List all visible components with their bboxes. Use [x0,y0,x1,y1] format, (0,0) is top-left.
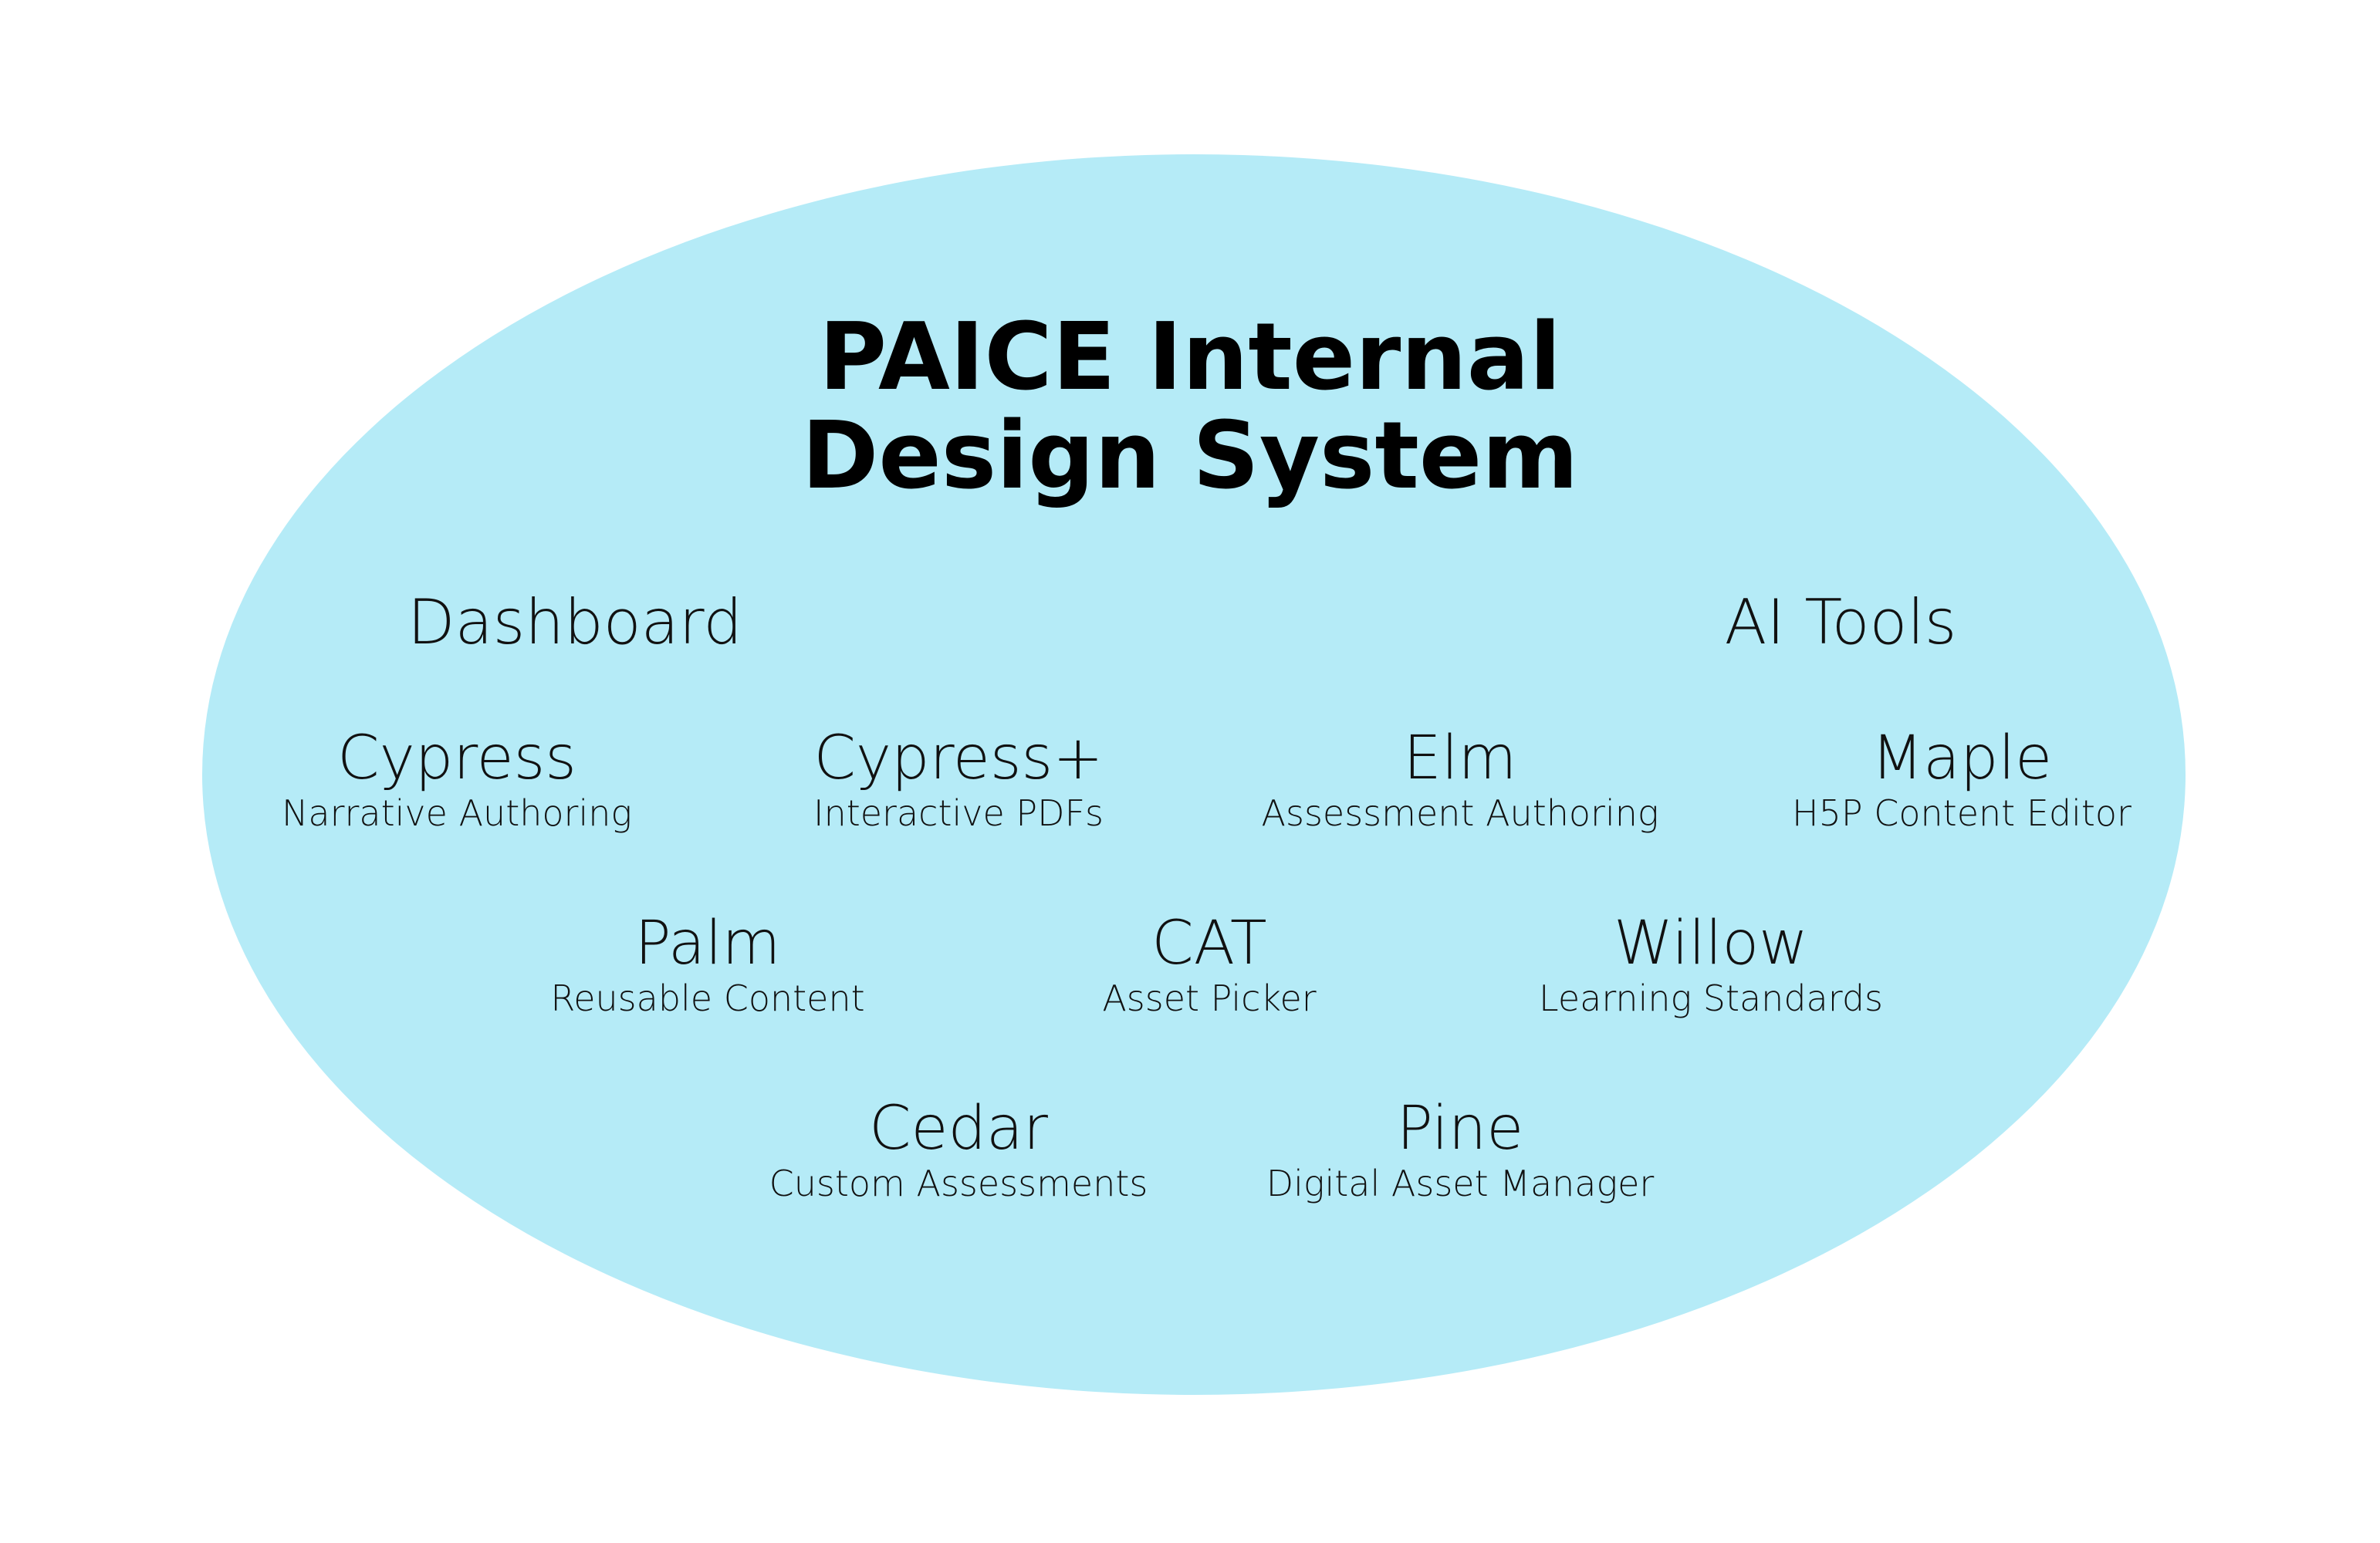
item-name: Elm [1403,724,1517,793]
item-desc: Assessment Authoring [1261,792,1659,834]
item-cat: CAT Asset Picker [939,910,1479,1020]
item-desc: Narrative Authoring [282,792,632,834]
diagram-title: PAICE Internal Design System [418,309,1962,506]
group-label-ai-tools: AI Tools [1724,586,1957,658]
item-desc: H5P Content Editor [1792,792,2132,834]
item-desc: Learning Standards [1539,977,1883,1019]
item-desc: Custom Assessments [769,1163,1148,1204]
title-line-1: PAICE Internal [819,304,1561,411]
item-name: Palm [634,909,781,978]
item-name: Maple [1871,724,2053,793]
item-name: Cedar [869,1094,1048,1163]
item-desc: Digital Asset Manager [1266,1163,1655,1204]
item-name: Pine [1396,1094,1524,1163]
item-elm: Elm Assessment Authoring [1190,725,1730,835]
item-name: Cypress+ [813,724,1104,793]
item-name: CAT [1151,909,1267,978]
system-ellipse [202,154,2186,1395]
item-maple: Maple H5P Content Editor [1692,725,2232,835]
item-cypress-plus: Cypress+ Interactive PDFs [688,725,1229,835]
item-name: Willow [1614,909,1808,978]
title-line-2: Design System [801,403,1579,510]
item-pine: Pine Digital Asset Manager [1190,1096,1730,1205]
group-label-dashboard: Dashboard [407,586,743,658]
item-desc: Reusable Content [550,977,865,1019]
item-willow: Willow Learning Standards [1441,910,1981,1020]
item-palm: Palm Reusable Content [438,910,978,1020]
item-desc: Asset Picker [1102,977,1317,1019]
item-cedar: Cedar Custom Assessments [688,1096,1229,1205]
item-desc: Interactive PDFs [813,792,1104,834]
item-name: Cypress [337,724,576,793]
item-cypress: Cypress Narrative Authoring [187,725,727,835]
